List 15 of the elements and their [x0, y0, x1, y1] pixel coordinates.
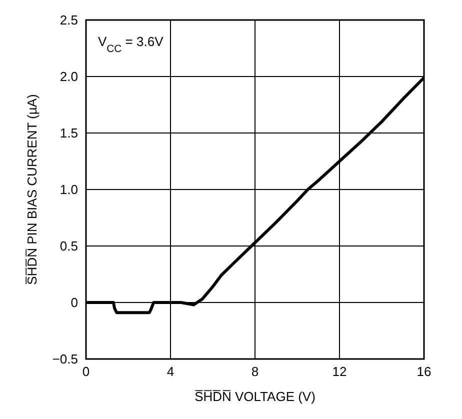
- x-tick-label: 12: [332, 364, 347, 380]
- y-tick-label: 1.5: [60, 126, 78, 141]
- y-tick-label: 1.0: [60, 182, 78, 198]
- y-tick-label: 0.5: [60, 238, 78, 254]
- y-tick-label: 0: [70, 295, 78, 310]
- x-tick-label: 16: [416, 364, 432, 380]
- y-tick-label: 2.5: [60, 12, 78, 28]
- y-tick-label: −0.5: [52, 352, 78, 367]
- x-tick-label: 8: [251, 364, 259, 380]
- x-tick-label: 4: [166, 364, 174, 380]
- x-axis-title: S̅H̅D̅N̅ VOLTAGE (V): [194, 389, 316, 404]
- annotation: V$_{CC}$ = 3.6V: [98, 34, 164, 54]
- y-axis-title: S̅H̅D̅N̅ PIN BIAS CURRENT (µA): [24, 94, 40, 285]
- y-tick-label: 2.0: [60, 69, 78, 84]
- x-tick-label: 0: [82, 364, 90, 380]
